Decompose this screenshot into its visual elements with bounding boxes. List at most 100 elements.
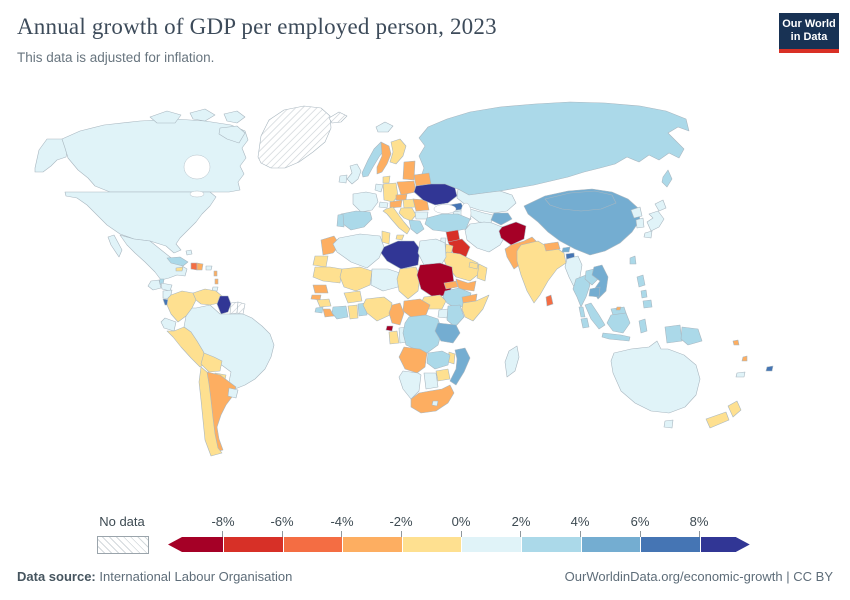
country-portugal[interactable] xyxy=(336,213,345,228)
country-botswana[interactable] xyxy=(423,372,439,390)
country-kyrgyzstan-tajikistan[interactable] xyxy=(490,212,513,226)
country-japan[interactable] xyxy=(646,210,665,232)
country-ecuador[interactable] xyxy=(160,317,177,332)
country-thailand[interactable] xyxy=(578,306,586,318)
country-kenya[interactable] xyxy=(446,304,465,328)
country-philippines[interactable] xyxy=(642,299,653,309)
country-indonesia[interactable] xyxy=(638,318,648,334)
country-new-caledonia[interactable] xyxy=(735,371,746,378)
country-iraq[interactable] xyxy=(447,238,471,258)
country-jamaica[interactable] xyxy=(175,266,184,272)
country-drc[interactable] xyxy=(402,314,443,354)
country-mauritania[interactable] xyxy=(312,266,343,284)
country-svalbard[interactable] xyxy=(328,111,348,124)
country-brunei[interactable] xyxy=(615,306,622,311)
country-dominican-republic[interactable] xyxy=(196,262,204,271)
country-mongolia[interactable] xyxy=(544,190,617,212)
country-usa[interactable] xyxy=(34,138,69,173)
country-senegal[interactable] xyxy=(312,284,329,294)
country-mozambique[interactable] xyxy=(449,347,471,386)
country-bolivia[interactable] xyxy=(200,352,223,373)
country-poland[interactable] xyxy=(396,180,417,196)
country-sri-lanka[interactable] xyxy=(545,294,554,307)
country-lesotho[interactable] xyxy=(431,400,439,407)
country-greece[interactable] xyxy=(408,219,425,235)
country-bulgaria[interactable] xyxy=(414,211,429,220)
legend-bin[interactable] xyxy=(580,537,641,552)
legend-bin[interactable] xyxy=(699,537,736,552)
country-india[interactable] xyxy=(516,240,567,304)
country-united-kingdom[interactable] xyxy=(346,163,362,185)
country-cameroon[interactable] xyxy=(388,302,405,326)
country-australia[interactable] xyxy=(663,419,674,429)
country-france[interactable] xyxy=(352,191,379,213)
legend-bin[interactable] xyxy=(282,537,343,552)
country-bhutan[interactable] xyxy=(561,246,571,253)
country-guyana[interactable] xyxy=(216,295,232,315)
legend-bin[interactable] xyxy=(342,537,402,552)
country-uganda[interactable] xyxy=(437,308,449,319)
country-canada[interactable] xyxy=(149,110,182,124)
country-canada[interactable] xyxy=(189,108,216,122)
legend-bin[interactable] xyxy=(401,537,462,552)
country-madagascar[interactable] xyxy=(504,345,520,378)
country-yemen[interactable] xyxy=(455,278,477,292)
country-canada[interactable] xyxy=(218,125,246,144)
country-japan[interactable] xyxy=(654,199,667,212)
country-egypt[interactable] xyxy=(417,238,447,268)
country-libya[interactable] xyxy=(380,240,421,270)
country-puerto-rico[interactable] xyxy=(205,265,213,271)
country-iran[interactable] xyxy=(464,221,507,253)
country-tanzania[interactable] xyxy=(434,322,461,344)
country-mexico[interactable] xyxy=(107,234,123,258)
legend-no-data-swatch[interactable] xyxy=(97,536,149,554)
country-greenland[interactable] xyxy=(257,105,332,169)
country-bahamas[interactable] xyxy=(185,249,193,256)
country-north-korea[interactable] xyxy=(630,206,643,219)
country-indonesia[interactable] xyxy=(606,312,631,334)
country-new-zealand[interactable] xyxy=(705,411,730,429)
country-malaysia[interactable] xyxy=(580,317,590,329)
country-sweden[interactable] xyxy=(376,141,392,175)
legend-arrow-right[interactable] xyxy=(735,537,750,552)
country-western-sahara[interactable] xyxy=(312,255,329,268)
country-austria[interactable] xyxy=(389,199,403,209)
country-guinea-bissau[interactable] xyxy=(310,294,322,301)
country-saudi-arabia[interactable] xyxy=(442,251,481,282)
country-chile[interactable] xyxy=(198,366,223,457)
country-ghana[interactable] xyxy=(347,304,359,320)
country-south-africa[interactable] xyxy=(410,384,455,414)
country-mexico[interactable] xyxy=(119,234,188,281)
country-fiji[interactable] xyxy=(765,365,774,372)
legend-bin[interactable] xyxy=(640,537,700,552)
country-guinea[interactable] xyxy=(316,298,332,308)
license-link[interactable]: CC BY xyxy=(793,569,833,584)
legend-bin[interactable] xyxy=(182,537,223,552)
country-papua-new-guinea[interactable] xyxy=(680,326,703,346)
country-denmark[interactable] xyxy=(382,175,391,184)
data-source-value[interactable]: International Labour Organisation xyxy=(99,569,293,584)
country-solomon-islands[interactable] xyxy=(732,339,740,346)
country-italy[interactable] xyxy=(382,206,411,235)
country-usa[interactable] xyxy=(64,191,217,254)
legend-arrow-left[interactable] xyxy=(168,537,182,552)
country-canada[interactable] xyxy=(223,110,246,124)
country-ireland[interactable] xyxy=(338,174,348,184)
country-australia[interactable] xyxy=(610,340,701,414)
country-niger[interactable] xyxy=(370,268,401,292)
country-philippines[interactable] xyxy=(636,274,646,288)
country-japan[interactable] xyxy=(643,230,653,239)
country-burkina-faso[interactable] xyxy=(343,290,363,304)
legend-bin[interactable] xyxy=(520,537,581,552)
country-uae[interactable] xyxy=(468,261,479,270)
legend-bin[interactable] xyxy=(223,537,283,552)
owid-logo[interactable]: Our World in Data xyxy=(779,13,839,53)
country-south-korea[interactable] xyxy=(635,217,645,229)
country-afghanistan[interactable] xyxy=(498,221,527,246)
country-algeria[interactable] xyxy=(332,233,385,269)
country-switzerland[interactable] xyxy=(378,201,389,209)
country-finland[interactable] xyxy=(389,138,407,165)
country-turkey[interactable] xyxy=(424,213,471,233)
country-zimbabwe[interactable] xyxy=(435,368,451,382)
country-equatorial-guinea[interactable] xyxy=(385,325,394,332)
